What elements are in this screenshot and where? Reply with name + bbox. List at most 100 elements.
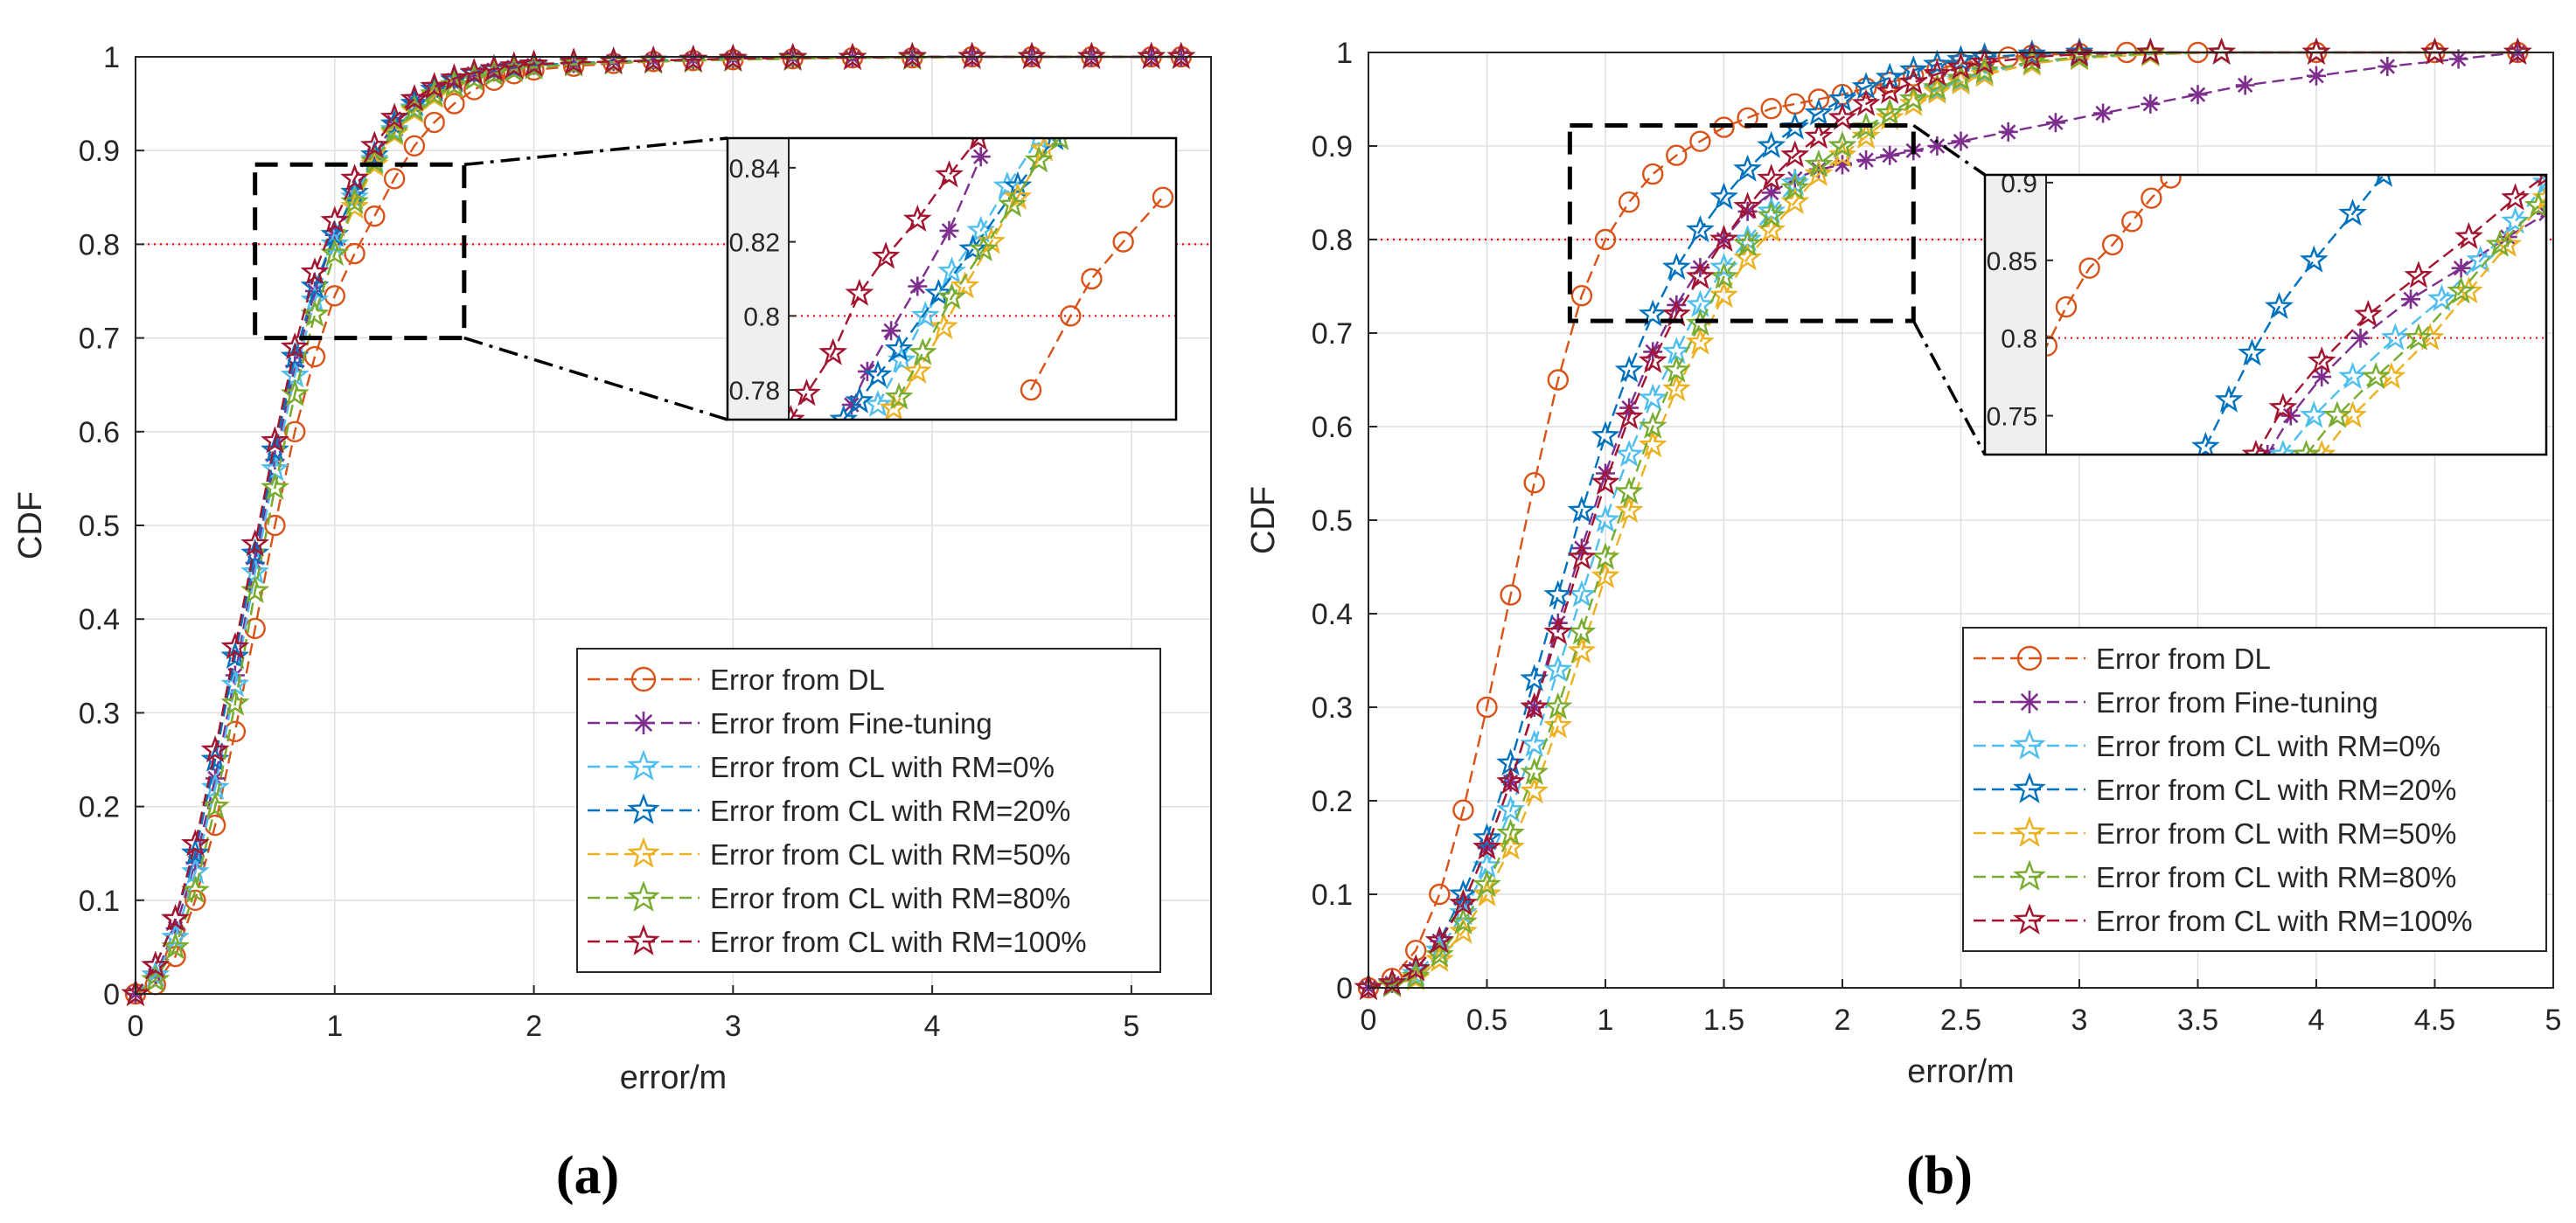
- data-point-RM100: [121, 978, 150, 1006]
- data-point-RM100: [180, 829, 210, 857]
- data-point-RM100: [1614, 402, 1644, 430]
- inset-data-point-RM0: [2427, 284, 2456, 312]
- inset-data-point-RM100: [871, 241, 901, 269]
- legend: Error from DL Error from Fine-tuning Error…: [576, 648, 1161, 973]
- inset-data-point-Fine-tuning: [881, 321, 902, 341]
- data-point-RM50: [1567, 636, 1597, 664]
- data-point-RM100: [1780, 140, 1810, 168]
- y-tick-label: 0.8: [1312, 224, 1353, 257]
- legend-label: Error from CL with RM=0%: [2096, 730, 2440, 762]
- data-point-RM100: [1804, 122, 1834, 149]
- y-tick-label: 1: [1336, 37, 1353, 70]
- inset-y-tick-label: 0.78: [729, 377, 780, 406]
- data-point-RM100: [1685, 261, 1715, 289]
- series-line-RM80: [1368, 51, 2518, 990]
- legend-swatch-marker: [627, 837, 660, 868]
- data-point-DL: [1570, 285, 1593, 307]
- inset-data-point-RM20: [2214, 385, 2244, 413]
- data-point-RM0: [1567, 580, 1597, 608]
- zoom-box: [253, 162, 467, 341]
- y-tick-label: 0.6: [1312, 411, 1353, 444]
- inset-y-tick-labels: 0.750.80.850.9: [1987, 170, 2053, 432]
- data-point-RM80: [1614, 476, 1644, 504]
- inset-series-RM0: [2268, 175, 2546, 455]
- y-axis-label: CDF: [12, 491, 49, 559]
- x-tick-label: 2.5: [1940, 1004, 1981, 1037]
- inset-y-tick-label: 0.85: [1987, 247, 2037, 276]
- inset-data-point-RM0: [2466, 245, 2496, 273]
- data-point-RM50: [1520, 776, 1549, 804]
- data-point-RM20: [1472, 823, 1501, 851]
- legend-item-RM80: Error from CL with RM=80%: [588, 880, 1070, 914]
- inset-data-point-RM50: [1003, 182, 1033, 210]
- data-point-RM100: [200, 735, 230, 763]
- inset-data-point-Fine-tuning: [2401, 289, 2420, 309]
- data-point-DL: [1618, 191, 1640, 213]
- data-point-RM100: [420, 72, 449, 100]
- legend-swatch-marker: [627, 880, 660, 912]
- series-line-RM20: [1368, 51, 2518, 990]
- data-point-RM20: [1614, 355, 1644, 383]
- y-axis-label: CDF: [1245, 486, 1282, 554]
- data-point-RM100: [261, 426, 289, 454]
- legend-swatch-marker: [627, 793, 660, 824]
- data-point-RM0: [1543, 655, 1573, 683]
- data-point-RM20: [1520, 664, 1549, 691]
- inset-data-point-RM100: [789, 404, 805, 420]
- inset-series-RM20: [2191, 175, 2393, 455]
- data-point-RM100: [2135, 37, 2165, 65]
- legend-label: Error from CL with RM=0%: [710, 751, 1055, 783]
- y-tick-label: 0.2: [1312, 785, 1353, 818]
- data-point-Fine-tuning: [1833, 155, 1852, 175]
- inset-plot: [789, 138, 1176, 420]
- data-point-RM100: [1567, 542, 1597, 570]
- data-point-RM80: [400, 94, 429, 122]
- data-point-RM100: [1591, 467, 1620, 496]
- y-tick-label: 0.7: [1312, 317, 1353, 351]
- inset-series-DL: [1020, 186, 1174, 401]
- inset-data-point-RM80: [884, 382, 914, 410]
- data-point-RM50: [1946, 67, 1975, 95]
- inset-series-line-RM80: [898, 138, 1062, 399]
- legend-swatch-marker: [2013, 772, 2046, 803]
- legend-swatch-marker: [2016, 645, 2043, 671]
- inset-border: [1983, 173, 2548, 456]
- figure-caption: (b): [1906, 1146, 1973, 1206]
- data-point-RM50: [1661, 373, 1691, 402]
- data-point-RM50: [1496, 832, 1526, 860]
- data-point-RM80: [1804, 149, 1834, 177]
- zoom-box: [1567, 122, 1916, 323]
- data-point-RM80: [1898, 84, 1928, 112]
- legend-label: Error from CL with RM=20%: [2096, 774, 2456, 806]
- data-point-DL: [1807, 88, 1830, 110]
- x-tick-label: 0: [1361, 1004, 1377, 1037]
- inset-series-line-RM100: [2254, 175, 2546, 455]
- x-tick-label: 1.5: [1703, 1004, 1744, 1037]
- data-point-RM0: [1638, 383, 1667, 411]
- series-line-RM100: [1368, 51, 2518, 990]
- inset-series-line-RM20: [2204, 175, 2385, 448]
- data-point-RM100: [499, 51, 529, 79]
- data-point-RM100: [1017, 41, 1047, 69]
- data-point-RM80: [300, 299, 330, 327]
- legend-box: [1962, 627, 2547, 952]
- y-tick-label: 0.1: [79, 885, 120, 918]
- data-point-DL: [364, 205, 386, 227]
- inset-data-point-RM100: [2454, 221, 2483, 250]
- inset-series-RM80: [884, 138, 1069, 410]
- data-point-RM0: [1591, 504, 1620, 532]
- legend-label: Error from CL with RM=50%: [710, 838, 1070, 871]
- data-point-Fine-tuning: [424, 80, 444, 100]
- inset-data-point-RM0: [2268, 439, 2298, 455]
- inset-data-point-RM0: [2338, 361, 2367, 390]
- data-point-RM50: [1922, 76, 1952, 104]
- y-tick-label: 0.1: [1312, 879, 1353, 912]
- legend-label: Error from CL with RM=80%: [2096, 861, 2456, 893]
- data-point-DL: [1689, 130, 1711, 152]
- inset-series-DL: [2046, 175, 2182, 357]
- inset-data-point-RM50: [902, 356, 932, 384]
- data-point-RM20: [300, 271, 330, 299]
- legend-label: Error from CL with RM=20%: [710, 795, 1070, 827]
- data-point-RM80: [1661, 355, 1691, 383]
- inset-series-line-DL: [1029, 197, 1164, 391]
